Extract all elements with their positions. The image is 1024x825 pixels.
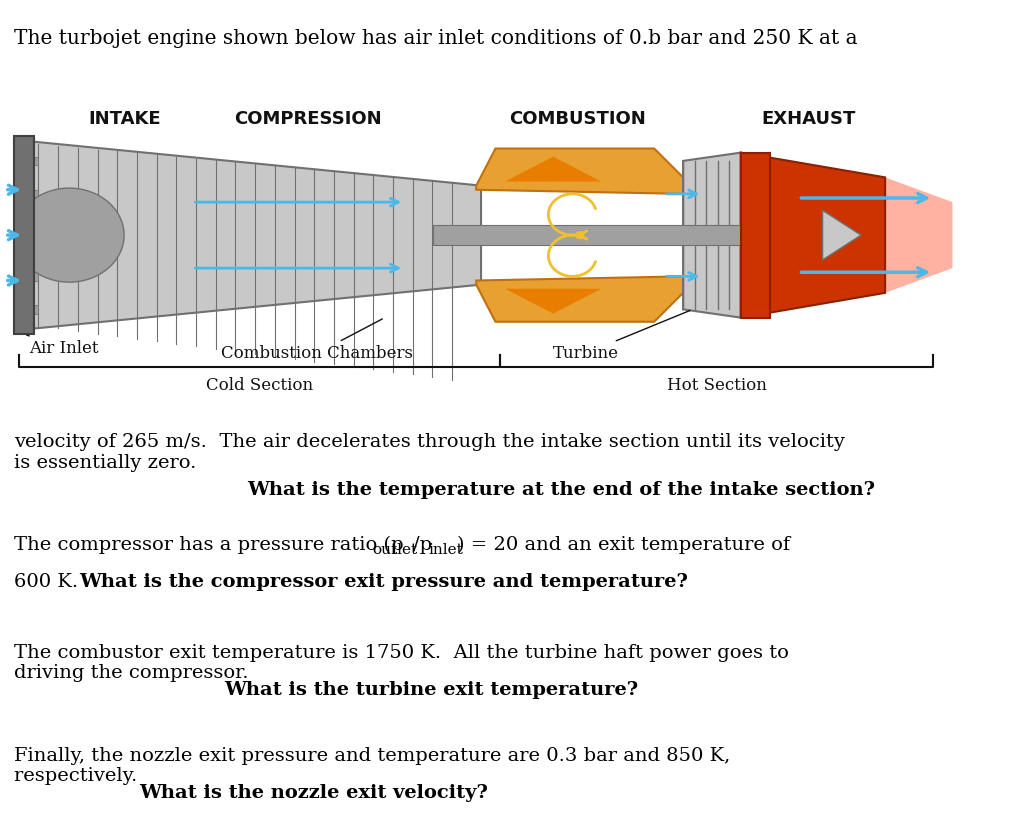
Polygon shape bbox=[476, 148, 683, 194]
Text: ) = 20 and an exit temperature of: ) = 20 and an exit temperature of bbox=[457, 536, 791, 554]
Text: COMBUSTION: COMBUSTION bbox=[509, 110, 645, 128]
Text: EXHAUST: EXHAUST bbox=[761, 110, 855, 128]
Bar bbox=[14, 305, 39, 314]
Text: /p: /p bbox=[413, 536, 432, 554]
Polygon shape bbox=[822, 210, 861, 260]
Bar bbox=[433, 225, 740, 245]
Text: outlet: outlet bbox=[373, 543, 418, 557]
Text: Turbine: Turbine bbox=[553, 310, 690, 361]
Text: What is the turbine exit temperature?: What is the turbine exit temperature? bbox=[224, 681, 638, 699]
Text: What is the nozzle exit velocity?: What is the nozzle exit velocity? bbox=[139, 784, 488, 802]
Polygon shape bbox=[14, 136, 34, 334]
Text: INTAKE: INTAKE bbox=[89, 110, 162, 128]
Polygon shape bbox=[505, 157, 601, 182]
Bar bbox=[14, 272, 39, 280]
Text: COMPRESSION: COMPRESSION bbox=[234, 110, 382, 128]
Text: Combustion Chambers: Combustion Chambers bbox=[221, 319, 414, 361]
Text: Finally, the nozzle exit pressure and temperature are 0.3 bar and 850 K,
respect: Finally, the nozzle exit pressure and te… bbox=[14, 747, 731, 785]
Polygon shape bbox=[740, 153, 770, 318]
Text: 600 K.: 600 K. bbox=[14, 573, 91, 592]
Text: What is the compressor exit pressure and temperature?: What is the compressor exit pressure and… bbox=[79, 573, 688, 592]
Text: velocity of 265 m/s.  The air decelerates through the intake section until its v: velocity of 265 m/s. The air decelerates… bbox=[14, 433, 845, 472]
Circle shape bbox=[14, 188, 124, 282]
Polygon shape bbox=[885, 177, 952, 293]
Text: Air Inlet: Air Inlet bbox=[27, 335, 98, 356]
Polygon shape bbox=[683, 153, 740, 318]
Text: What is the temperature at the end of the intake section?: What is the temperature at the end of th… bbox=[247, 481, 876, 499]
Bar bbox=[14, 190, 39, 198]
Bar bbox=[14, 157, 39, 165]
Polygon shape bbox=[505, 289, 601, 314]
Polygon shape bbox=[740, 153, 885, 318]
Text: Cold Section: Cold Section bbox=[206, 377, 313, 394]
Text: The compressor has a pressure ratio (p: The compressor has a pressure ratio (p bbox=[14, 536, 404, 554]
Polygon shape bbox=[476, 276, 683, 322]
Text: The turbojet engine shown below has air inlet conditions of 0.b bar and 250 K at: The turbojet engine shown below has air … bbox=[14, 29, 858, 48]
Text: The combustor exit temperature is 1750 K.  All the turbine haft power goes to
dr: The combustor exit temperature is 1750 K… bbox=[14, 644, 790, 682]
Text: Hot Section: Hot Section bbox=[667, 377, 767, 394]
Text: inlet: inlet bbox=[428, 543, 463, 557]
Polygon shape bbox=[19, 140, 481, 330]
